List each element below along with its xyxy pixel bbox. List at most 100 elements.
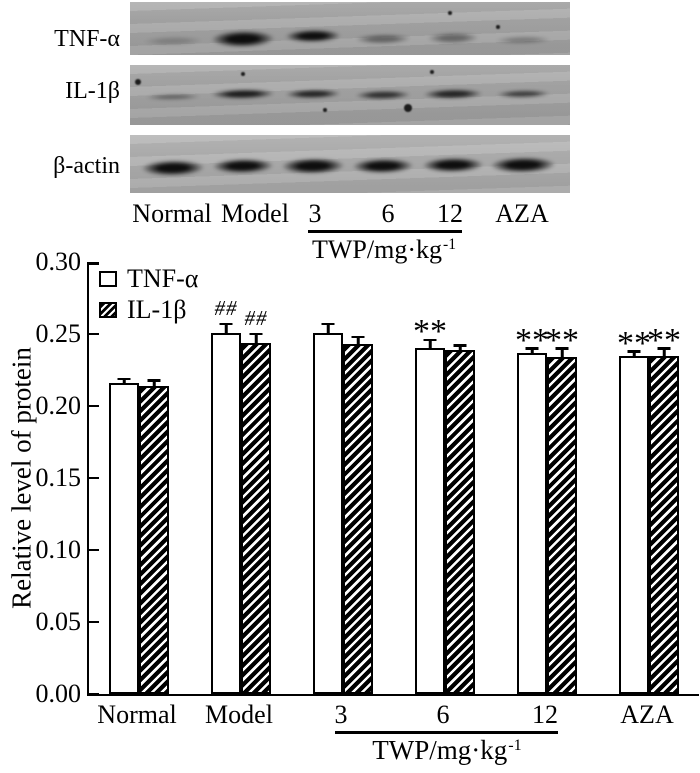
blot-row-tnf-alpha: TNF-α [0, 2, 700, 55]
y-axis-tick-0.20 [89, 404, 99, 408]
bar-IL-1β-Model [241, 342, 271, 694]
y-axis-tick-0.25 [89, 332, 99, 336]
y-axis-tick-0.30 [89, 262, 99, 265]
blot-speckle [448, 11, 452, 15]
significance-mark-TNF-α-AZA: ** [617, 324, 651, 362]
legend-label-TNF-α: TNF-α [127, 264, 199, 293]
bar-TNF-α-Normal [109, 382, 139, 694]
blot-speckle [404, 104, 412, 112]
y-axis-tick-0.00 [89, 692, 99, 696]
error-bar-stem [152, 381, 156, 387]
bar-IL-1β-6 [445, 349, 475, 694]
error-bar-stem [632, 352, 636, 357]
blot-speckle [430, 70, 434, 74]
significance-mark-TNF-α-Model: ## [214, 296, 238, 321]
x-axis-category-12: 12 [532, 700, 558, 729]
significance-mark-IL-1β-12: ** [545, 321, 579, 359]
blot-speckle [323, 108, 327, 112]
blot-band-IL-1β-AZA [495, 89, 551, 99]
bar-TNF-α-12 [517, 352, 547, 694]
legend-swatch-open [99, 271, 117, 287]
error-bar-cap [627, 350, 641, 353]
y-axis-tick-0.05 [89, 620, 99, 624]
y-axis-tick-label-0.10: 0.10 [35, 535, 82, 564]
bar-TNF-α-Model [211, 332, 241, 694]
blot-band-β-actin-6 [351, 157, 415, 175]
blot-image-il1-beta [130, 65, 570, 125]
blot-band-TNF-α-3 [284, 29, 342, 43]
blot-label-tnf-alpha: TNF-α [54, 26, 120, 53]
blot-lane-label-6: 6 [381, 199, 395, 228]
error-bar-cap [555, 347, 569, 350]
y-axis-tick-label-0.05: 0.05 [35, 607, 82, 636]
blot-twp-label-text: TWP/mg·kg [312, 235, 442, 264]
chart-twp-label-text: TWP/mg·kg [372, 735, 508, 765]
error-bar-stem [428, 341, 432, 350]
legend-entry-TNF-α: TNF-α [99, 266, 198, 292]
blot-image-beta-actin [130, 135, 570, 193]
error-bar-cap [249, 332, 263, 336]
error-bar-stem [326, 325, 330, 334]
y-axis-tick-label-0.25: 0.25 [35, 319, 82, 348]
blot-band-β-actin-3 [280, 157, 346, 175]
x-axis-category-Model: Model [205, 700, 273, 729]
blot-band-IL-1β-3 [284, 89, 342, 99]
error-bar-cap [117, 377, 131, 381]
blot-row-beta-actin: β-actin [0, 135, 700, 193]
y-axis-tick-0.15 [89, 476, 99, 480]
error-bar-stem [356, 338, 360, 346]
y-axis-tick-label-0.00: 0.00 [35, 679, 82, 708]
bar-TNF-α-6 [415, 348, 445, 694]
error-bar-cap [423, 338, 437, 342]
blot-band-β-actin-Normal [140, 159, 206, 177]
blot-label-il1-beta: IL-1β [65, 78, 120, 105]
error-bar-stem [530, 349, 534, 354]
significance-mark-IL-1β-AZA: ** [647, 321, 681, 359]
error-bar-cap [219, 322, 233, 326]
error-bar-cap [453, 344, 467, 347]
blot-label-beta-actin: β-actin [53, 152, 120, 179]
error-bar-cap [525, 347, 539, 350]
error-bar-stem [254, 335, 258, 344]
y-axis-tick-label-0.30: 0.30 [35, 247, 82, 276]
blot-lane-label-Normal: Normal [132, 199, 212, 228]
error-bar-cap [657, 347, 671, 350]
blot-band-TNF-α-12 [426, 32, 480, 44]
bar-TNF-α-AZA [619, 355, 649, 694]
blot-band-β-actin-Model [211, 157, 275, 175]
blot-image-tnf-alpha [130, 2, 570, 55]
error-bar-cap [351, 335, 365, 339]
blot-band-β-actin-AZA [489, 156, 557, 174]
significance-mark-TNF-α-6: ** [413, 313, 447, 351]
error-bar-stem [560, 349, 564, 359]
error-bar-stem [458, 346, 462, 351]
blot-band-IL-1β-6 [354, 90, 412, 100]
y-axis-tick-label-0.20: 0.20 [35, 391, 82, 420]
blot-band-TNF-α-6 [354, 33, 412, 45]
blot-lane-label-12: 12 [437, 199, 463, 228]
blot-twp-label-superscript: -1 [443, 235, 456, 253]
y-axis-tick-0.10 [89, 548, 99, 552]
blot-twp-dose-label: TWP/mg·kg-1 [312, 236, 456, 268]
blot-speckle [135, 79, 141, 85]
blot-band-IL-1β-Normal [144, 93, 202, 101]
blot-row-il1-beta: IL-1β [0, 65, 700, 125]
blot-speckle [241, 72, 245, 76]
plot-area: TNF-α IL-1β 0.30 0.25 0.20 0.15 0.10 0.05 0.00 #… [36, 249, 699, 707]
blot-band-TNF-α-Normal [142, 35, 204, 47]
legend-entry-IL-1β: IL-1β [99, 297, 198, 323]
x-axis-category-3: 3 [334, 700, 348, 729]
error-bar-stem [224, 325, 228, 334]
legend-label-IL-1β: IL-1β [127, 295, 187, 324]
blot-band-TNF-α-AZA [494, 35, 552, 45]
significance-mark-IL-1β-Model: ## [244, 306, 268, 331]
bar-IL-1β-AZA [649, 355, 679, 694]
bar-TNF-α-3 [313, 332, 343, 694]
blot-lane-label-AZA: AZA [495, 199, 549, 228]
blot-band-IL-1β-Model [210, 88, 276, 100]
blot-lane-label-3: 3 [308, 199, 322, 228]
chart-twp-dose-label: TWP/mg·kg-1 [372, 736, 521, 768]
error-bar-stem [662, 349, 666, 357]
blot-band-IL-1β-12 [422, 88, 484, 100]
